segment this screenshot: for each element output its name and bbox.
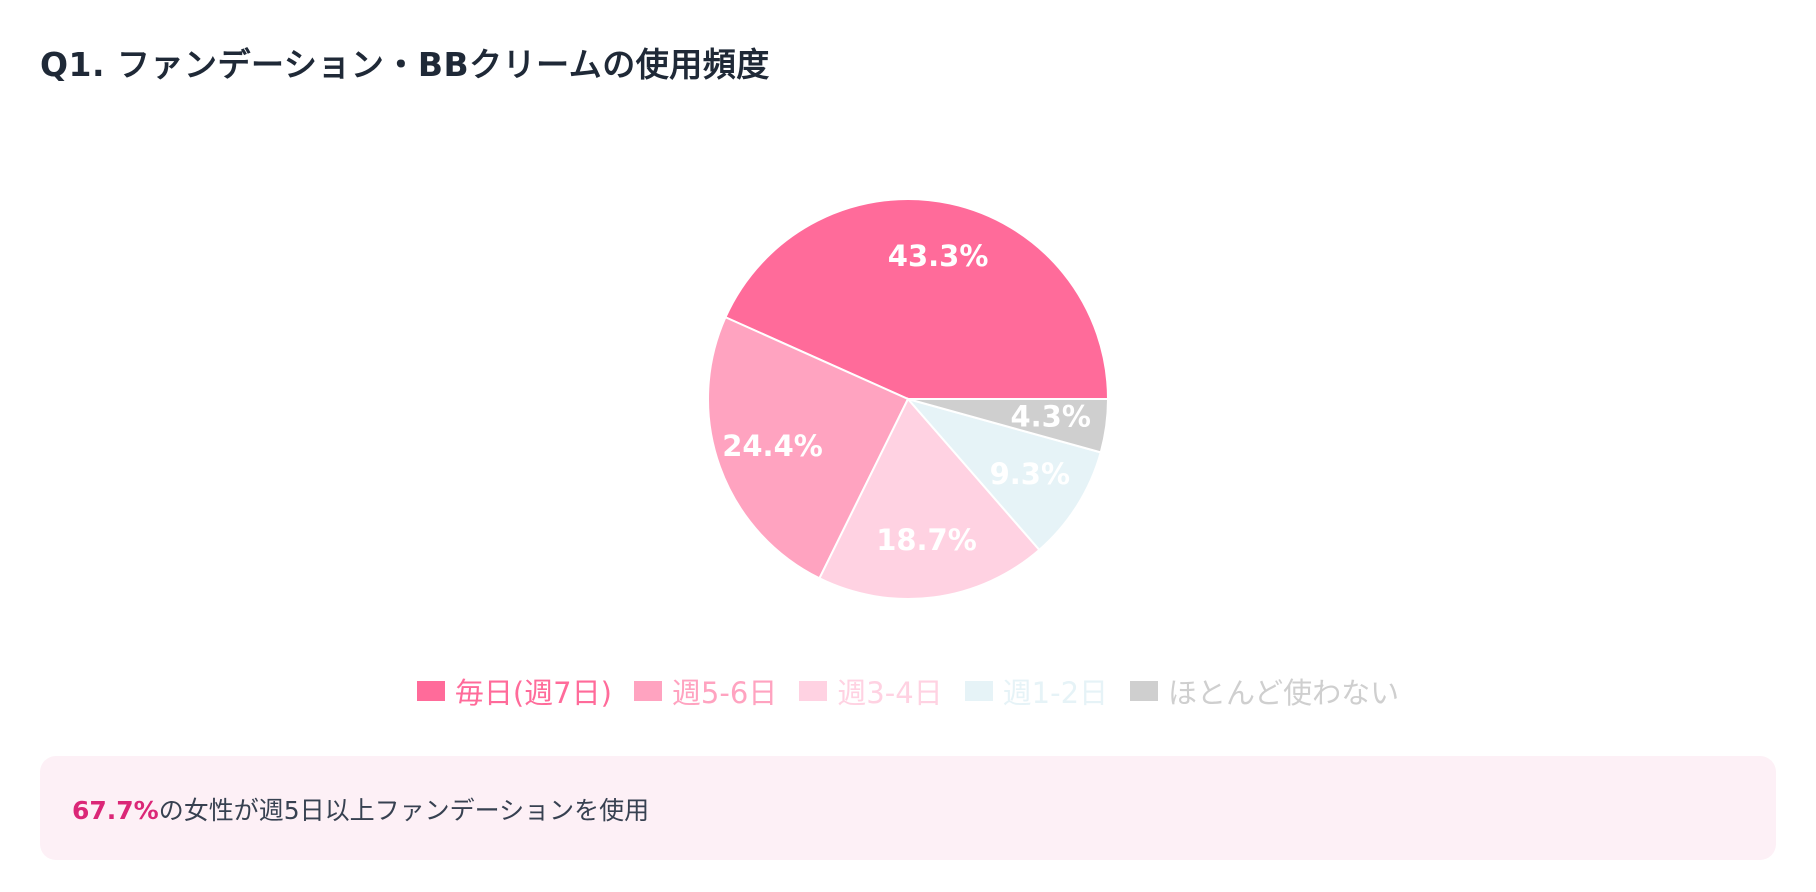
pie-chart: 43.3% 24.4% 18.7% 9.3% 4.3%	[707, 198, 1110, 600]
pie-labels: 43.3% 24.4% 18.7% 9.3% 4.3%	[722, 239, 1091, 557]
chart-legend: 毎日(週7日) 週5-6日 週3-4日 週1-2日 ほとんど使わない	[0, 670, 1816, 712]
insight-text: 67.7%の女性が週5日以上ファンデーションを使用	[72, 791, 649, 827]
legend-swatch-1-2-days	[964, 681, 993, 701]
pie-slices	[707, 198, 1110, 600]
legend-swatch-3-4-days	[799, 681, 828, 701]
pie-slice-rarely[interactable]	[907, 398, 1110, 454]
pie-label-3-4-days: 18.7%	[876, 523, 977, 557]
legend-item-5-6-days[interactable]: 週5-6日	[633, 670, 778, 712]
legend-item-daily[interactable]: 毎日(週7日)	[416, 670, 612, 712]
legend-label-5-6-days: 週5-6日	[671, 676, 778, 710]
chart-title: Q1. ファンデーション・BBクリームの使用頻度	[40, 45, 770, 84]
pie-slice-3-4-days[interactable]	[818, 397, 1041, 600]
insight-description: の女性が週5日以上ファンデーションを使用	[158, 796, 650, 825]
pie-label-1-2-days: 9.3%	[990, 457, 1070, 491]
insight-value: 67.7%	[72, 796, 159, 825]
legend-item-1-2-days[interactable]: 週1-2日	[964, 670, 1109, 712]
legend-label-3-4-days: 週3-4日	[837, 676, 943, 710]
legend-label-1-2-days: 週1-2日	[1002, 676, 1109, 710]
legend-item-3-4-days[interactable]: 週3-4日	[799, 670, 943, 712]
legend-label-daily: 毎日(週7日)	[454, 676, 612, 710]
insight-callout: 67.7%の女性が週5日以上ファンデーションを使用	[40, 756, 1776, 860]
pie-slice-daily[interactable]	[724, 198, 1110, 400]
pie-label-rarely: 4.3%	[1010, 399, 1090, 433]
pie-label-daily: 43.3%	[888, 239, 989, 273]
pie-label-5-6-days: 24.4%	[722, 429, 823, 463]
legend-label-rarely: ほとんど使わない	[1168, 676, 1400, 710]
pie-slice-1-2-days[interactable]	[905, 397, 1102, 552]
legend-item-rarely[interactable]: ほとんど使わない	[1130, 670, 1399, 712]
legend-swatch-rarely	[1130, 681, 1159, 701]
legend-swatch-daily	[416, 681, 445, 701]
pie-slice-5-6-days[interactable]	[707, 315, 910, 580]
legend-swatch-5-6-days	[633, 681, 662, 701]
